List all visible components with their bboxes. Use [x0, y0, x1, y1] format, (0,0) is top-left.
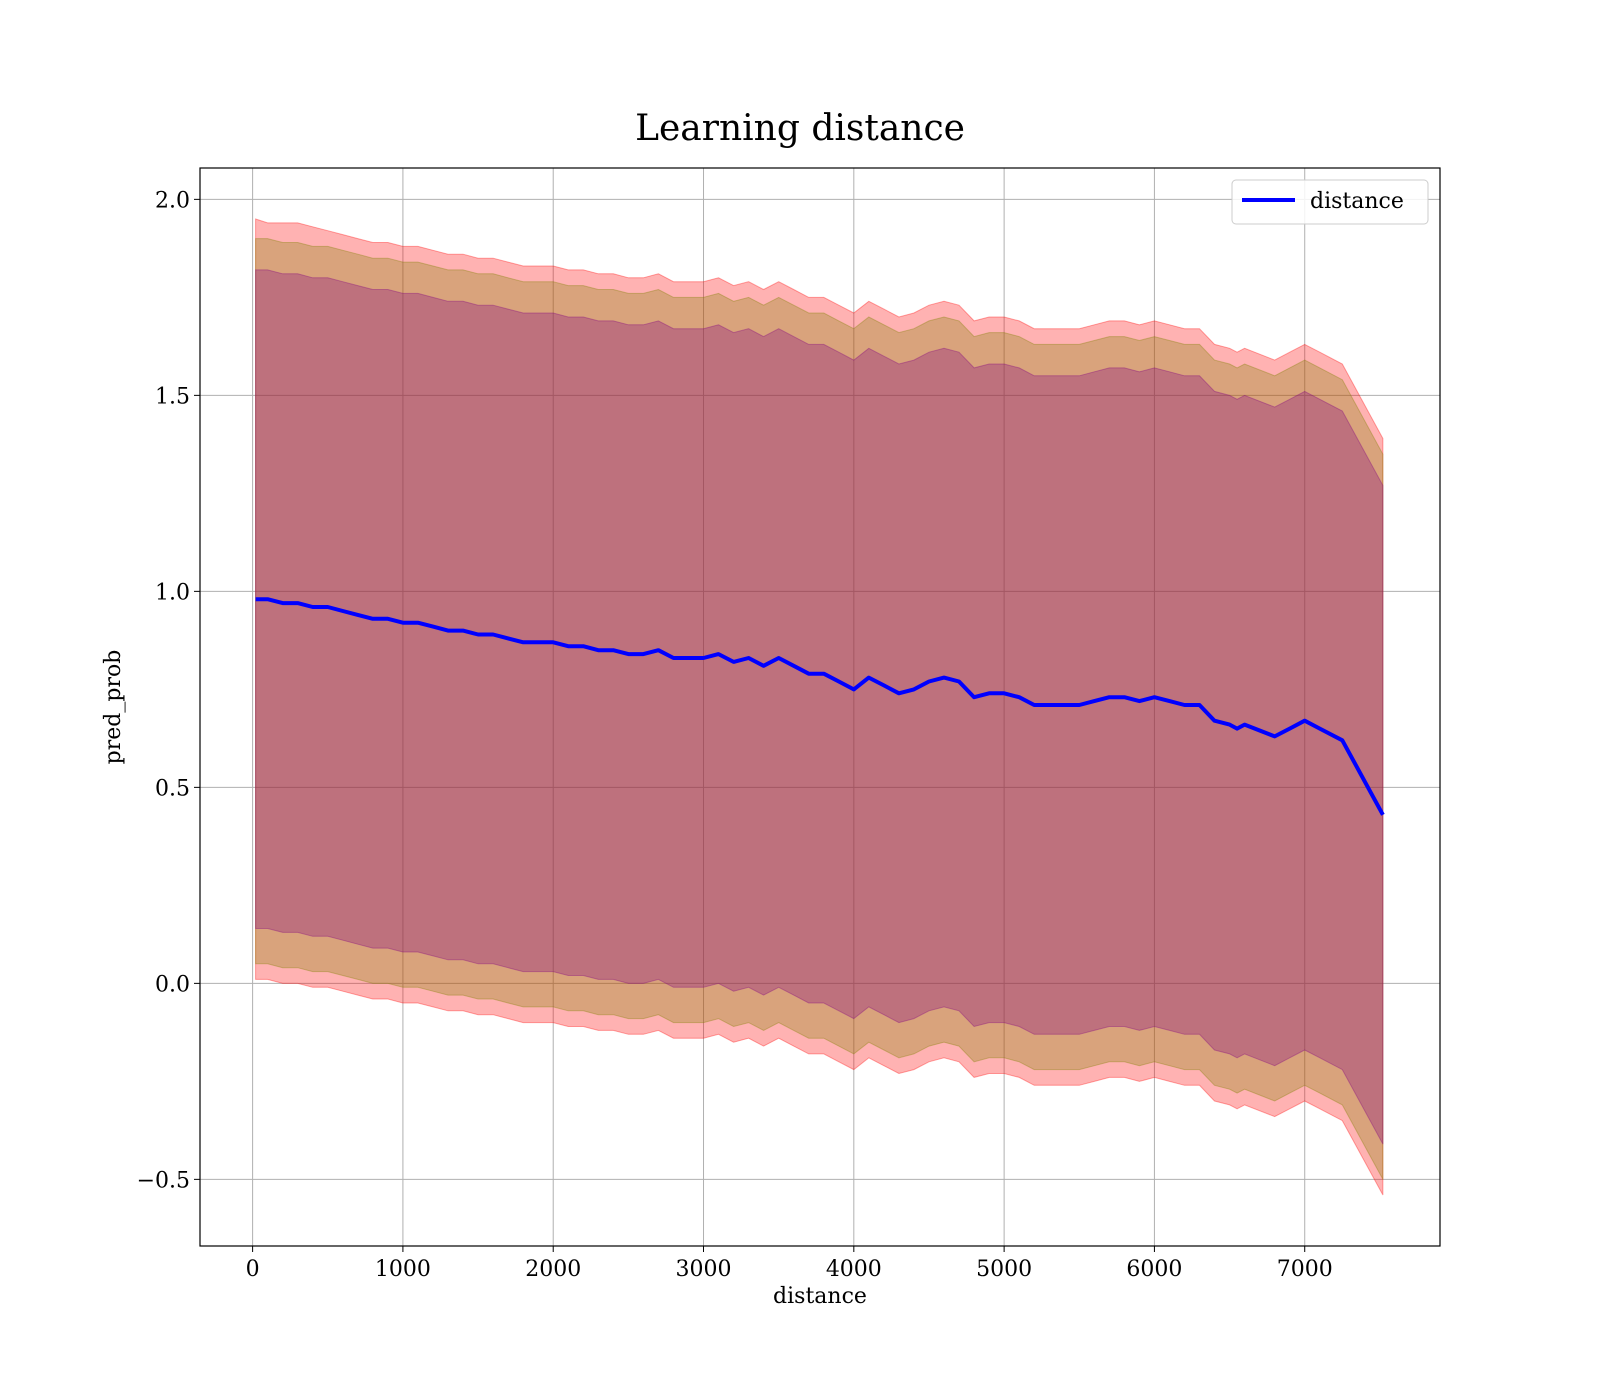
x-axis-ticks: 0 1000 2000 3000 4000 5000 6000 7000 — [246, 1246, 1333, 1282]
confidence-band-2 — [255, 269, 1384, 1145]
y-tick-label: 0.5 — [155, 776, 190, 801]
x-tick-label: 4000 — [826, 1257, 882, 1282]
x-tick-label: 1000 — [375, 1257, 431, 1282]
confidence-bands — [255, 218, 1384, 1196]
x-tick-label: 6000 — [1126, 1257, 1182, 1282]
y-tick-label: 1.5 — [155, 384, 190, 409]
x-tick-label: 7000 — [1277, 1257, 1333, 1282]
y-axis-label: pred_prob — [101, 650, 126, 765]
confidence-band-0 — [255, 218, 1384, 1196]
x-tick-label: 3000 — [676, 1257, 732, 1282]
plot-frame — [199, 167, 1441, 1247]
x-tick-label: 2000 — [525, 1257, 581, 1282]
y-axis-ticks: −0.5 0.0 0.5 1.0 1.5 2.0 — [137, 188, 200, 1193]
y-tick-label: 1.0 — [155, 580, 190, 605]
x-tick-label: 0 — [246, 1257, 260, 1282]
confidence-band-1 — [255, 238, 1384, 1180]
x-axis-label: distance — [773, 1284, 867, 1309]
legend-label: distance — [1310, 189, 1404, 214]
x-tick-label: 5000 — [976, 1257, 1032, 1282]
y-tick-label: −0.5 — [137, 1168, 190, 1193]
legend: distance — [1231, 179, 1429, 225]
series-line-0 — [255, 597, 1385, 816]
y-tick-label: 2.0 — [155, 188, 190, 213]
y-tick-label: 0.0 — [155, 972, 190, 997]
chart-title: Learning distance — [635, 108, 965, 149]
legend-box — [1231, 179, 1429, 225]
series-lines — [255, 597, 1385, 816]
